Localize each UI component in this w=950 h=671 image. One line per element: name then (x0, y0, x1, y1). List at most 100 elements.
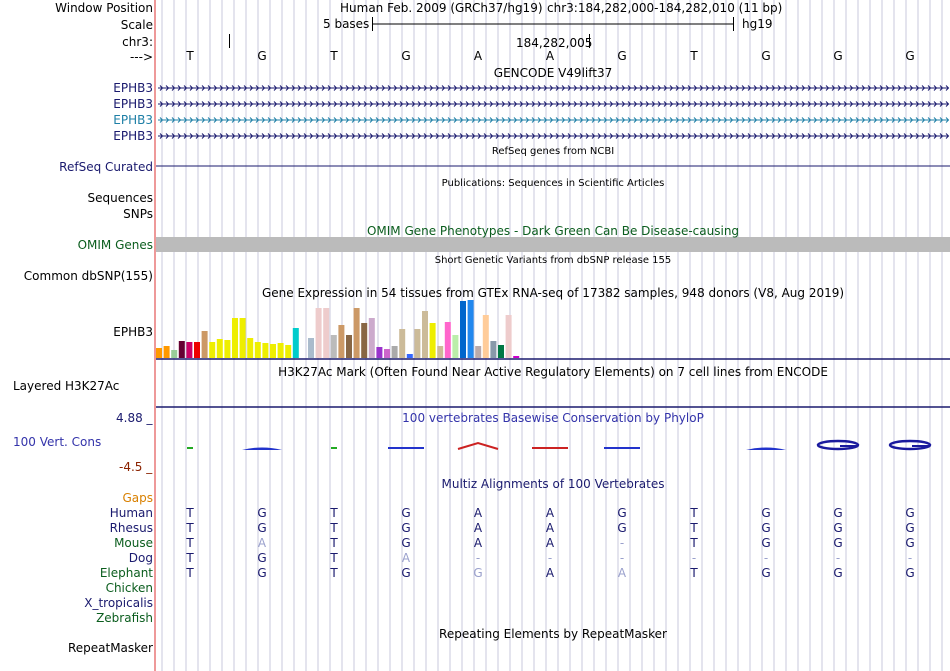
gtex-bar[interactable] (308, 338, 314, 358)
gtex-bar[interactable] (186, 342, 193, 358)
publications-sequences-label[interactable]: Sequences (87, 191, 153, 205)
gtex-bar[interactable] (247, 338, 254, 358)
gtex-bar[interactable] (429, 323, 436, 358)
multiz-base: G (833, 506, 843, 520)
multiz-base: T (186, 551, 194, 565)
gtex-bar[interactable] (323, 308, 330, 358)
gtex-bar[interactable] (376, 347, 383, 358)
multiz-base: T (186, 566, 194, 580)
gtex-bar[interactable] (513, 356, 520, 358)
multiz-base: G (401, 536, 411, 550)
gencode-transcript[interactable] (158, 117, 950, 123)
gtex-bar[interactable] (361, 323, 368, 358)
multiz-species-label[interactable]: Zebrafish (96, 611, 153, 625)
gtex-bar[interactable] (368, 318, 375, 358)
gtex-bar[interactable] (505, 315, 512, 358)
gencode-transcript-label[interactable]: EPHB3 (113, 97, 153, 111)
conservation-title: 100 vertebrates Basewise Conservation by… (402, 411, 704, 425)
multiz-base: A (617, 566, 627, 580)
gtex-bar[interactable] (444, 322, 451, 358)
repeatmasker-label[interactable]: RepeatMasker (67, 641, 153, 655)
gtex-bar[interactable] (437, 346, 444, 358)
multiz-species-label[interactable]: X_tropicalis (84, 596, 153, 610)
ruler-graphics (229, 17, 734, 48)
gtex-bar[interactable] (346, 335, 352, 358)
multiz-base: A (473, 506, 483, 520)
base-letter: T (330, 49, 338, 63)
gtex-bar[interactable] (467, 300, 474, 358)
gencode-transcript[interactable] (158, 85, 950, 91)
gtex-bar[interactable] (460, 301, 466, 358)
multiz-base: T (186, 536, 194, 550)
strand-arrows (159, 133, 950, 139)
gtex-bar[interactable] (216, 339, 223, 358)
base-letter: A (473, 49, 483, 63)
multiz-species-label[interactable]: Rhesus (109, 521, 153, 535)
multiz-base: A (473, 536, 483, 550)
gtex-bar[interactable] (353, 308, 360, 358)
omim-label[interactable]: OMIM Genes (77, 238, 153, 252)
gtex-bar[interactable] (156, 348, 162, 358)
gtex-bar[interactable] (209, 342, 216, 358)
h3k27ac-label[interactable]: Layered H3K27Ac (13, 379, 120, 393)
gtex-bar[interactable] (239, 318, 246, 358)
multiz-base: G (833, 521, 843, 535)
gtex-bar[interactable] (285, 345, 292, 358)
gencode-transcript[interactable] (158, 133, 950, 139)
gtex-bar[interactable] (262, 343, 269, 358)
gtex-bar[interactable] (178, 341, 185, 358)
gtex-bar[interactable] (270, 344, 276, 358)
gtex-bar[interactable] (338, 325, 345, 358)
gencode-transcript[interactable] (158, 101, 950, 107)
multiz-species-label[interactable]: Dog (128, 551, 153, 565)
gtex-bar[interactable] (292, 328, 299, 358)
multiz-base: - (835, 551, 841, 565)
scale-db-text: hg19 (742, 17, 773, 31)
multiz-base: T (690, 536, 698, 550)
gencode-transcript-label[interactable]: EPHB3 (113, 81, 153, 95)
gtex-bar[interactable] (498, 345, 504, 358)
multiz-species-label[interactable]: Human (109, 506, 153, 520)
gtex-bar[interactable] (277, 343, 284, 358)
gtex-bar[interactable] (384, 349, 390, 358)
gtex-bar[interactable] (452, 335, 459, 358)
multiz-base: G (257, 566, 267, 580)
gtex-bar[interactable] (315, 308, 322, 358)
conservation-label[interactable]: 100 Vert. Cons (13, 435, 102, 449)
gtex-bar[interactable] (490, 341, 497, 358)
gtex-bar[interactable] (406, 354, 413, 358)
gtex-bar[interactable] (475, 346, 482, 358)
gtex-bar[interactable] (254, 342, 261, 358)
multiz-base: G (257, 551, 267, 565)
refseq-label[interactable]: RefSeq Curated (59, 160, 153, 174)
multiz-species-label[interactable]: Chicken (105, 581, 153, 595)
gencode-transcript-label[interactable]: EPHB3 (113, 113, 153, 127)
assembly-text: Human Feb. 2009 (GRCh37/hg19) (340, 1, 543, 15)
gtex-bar[interactable] (171, 350, 178, 358)
multiz-gaps-label[interactable]: Gaps (122, 491, 153, 505)
gencode-transcript-label[interactable]: EPHB3 (113, 129, 153, 143)
gtex-bar[interactable] (194, 342, 200, 358)
conservation-mark (888, 439, 932, 451)
gtex-bar[interactable] (201, 331, 208, 358)
gtex-bar[interactable] (391, 346, 398, 358)
publications-snps-label[interactable]: SNPs (123, 207, 153, 221)
conservation-mark (331, 447, 337, 449)
gtex-bar[interactable] (224, 340, 231, 358)
multiz-base: - (619, 551, 625, 565)
gtex-bar[interactable] (330, 335, 337, 358)
gtex-bar[interactable] (399, 329, 406, 358)
dbsnp-label[interactable]: Common dbSNP(155) (23, 269, 153, 283)
gtex-label[interactable]: EPHB3 (113, 325, 153, 339)
publications-title: Publications: Sequences in Scientific Ar… (441, 178, 665, 189)
gtex-bar[interactable] (482, 315, 489, 358)
gtex-bar[interactable] (414, 329, 421, 358)
multiz-base: G (761, 536, 771, 550)
multiz-species-label[interactable]: Mouse (114, 536, 153, 550)
gtex-bar[interactable] (232, 318, 238, 358)
gtex-bar[interactable] (422, 311, 428, 358)
gtex-bar[interactable] (163, 346, 170, 358)
multiz-species-label[interactable]: Elephant (99, 566, 153, 580)
omim-bar[interactable] (156, 237, 950, 252)
